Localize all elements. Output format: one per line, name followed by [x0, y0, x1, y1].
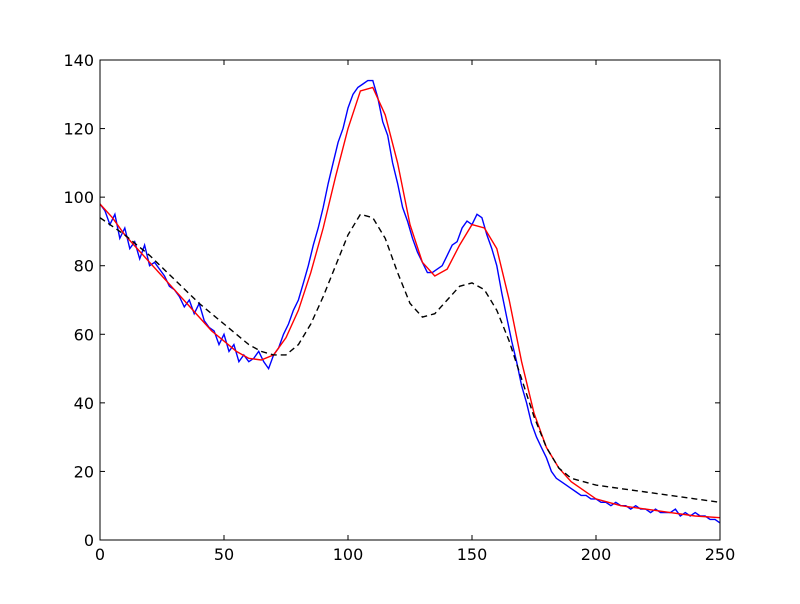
x-tick-label: 150	[457, 545, 488, 564]
x-tick-label: 50	[214, 545, 234, 564]
y-tick-label: 40	[74, 394, 94, 413]
x-tick-label: 250	[705, 545, 736, 564]
data-line-noisy	[99, 79, 721, 524]
y-tick-label: 120	[63, 120, 94, 139]
data-line-baseline	[99, 213, 721, 503]
y-tick-label: 20	[74, 462, 94, 481]
y-tick-label: 140	[63, 51, 94, 70]
x-tick-label: 100	[333, 545, 364, 564]
x-tick-label: 0	[95, 545, 105, 564]
y-tick-label: 0	[84, 531, 94, 550]
plot-area-background	[100, 60, 720, 540]
y-tick-label: 80	[74, 257, 94, 276]
y-tick-label: 100	[63, 188, 94, 207]
x-tick-label: 200	[581, 545, 612, 564]
y-tick-label: 60	[74, 325, 94, 344]
tick-layer: 0 50 100 150 200 250 0 20 40 60 80 100 120 140	[63, 51, 735, 564]
plot-frame	[99, 59, 721, 541]
series-layer	[99, 79, 721, 524]
